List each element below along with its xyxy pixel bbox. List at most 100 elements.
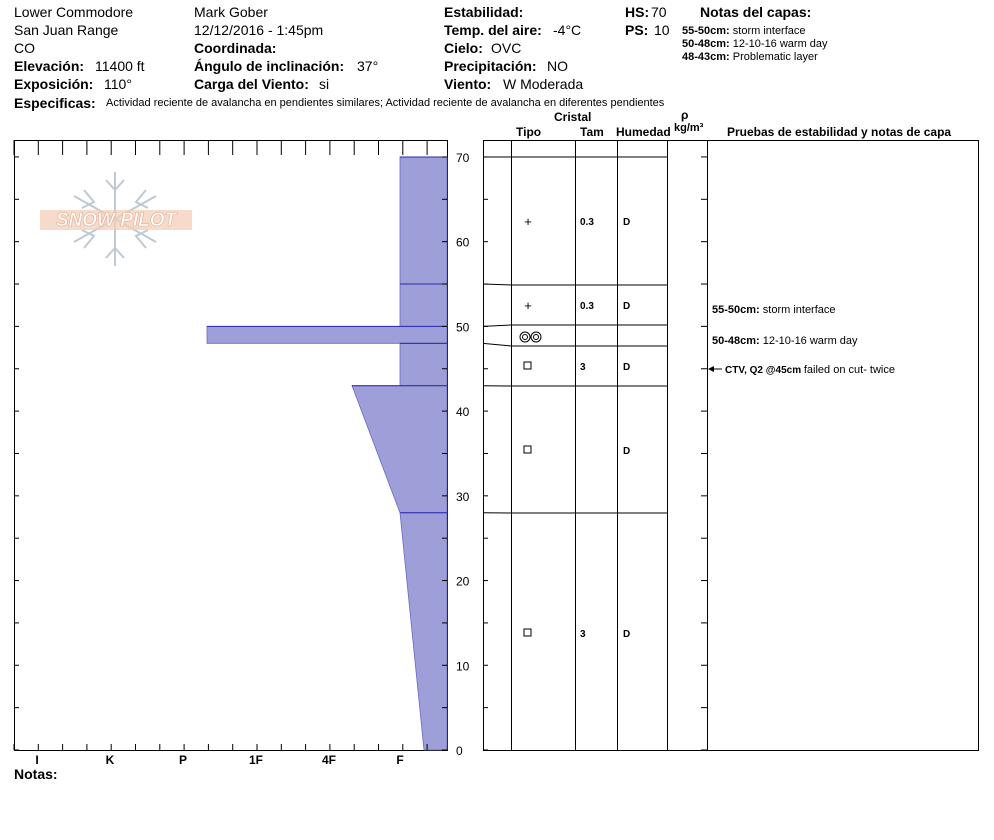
hardness-label-K: K	[106, 753, 115, 767]
elevation-value: 11400 ft	[95, 58, 145, 74]
melt-outer-ring-1	[530, 331, 542, 343]
wind-value: W Moderada	[503, 76, 584, 92]
grain-size-1: 0.3	[580, 217, 594, 228]
precip-value: NO	[547, 58, 568, 74]
hs-label: HS:	[625, 4, 650, 20]
melt-inner-ring-0	[522, 334, 528, 340]
tests-header: Pruebas de estabilidad y notas de capa	[727, 125, 952, 139]
hs-value: 70	[651, 4, 667, 20]
notes-label: Notas:	[14, 766, 58, 782]
note-range: 55-50cm:	[712, 304, 763, 316]
precip-label: Precipitación:	[444, 58, 537, 74]
stability-label: Estabilidad:	[444, 4, 524, 20]
height-label-40: 40	[456, 405, 470, 419]
range-name: San Juan Range	[14, 22, 119, 38]
layer-note-2-range: 50-48cm:	[682, 38, 730, 50]
coord-label: Coordinada:	[194, 40, 277, 56]
hardness-layer-4	[399, 342, 448, 387]
rho-header: ρ	[681, 108, 689, 122]
hardness-layer-1	[399, 156, 448, 285]
grain-new-snow-icon-2: +	[524, 298, 532, 313]
height-label-70: 70	[456, 151, 470, 165]
crystal-header: Cristal	[554, 110, 592, 124]
layer-table-frame	[483, 140, 979, 751]
moisture-6: D	[623, 629, 630, 640]
grain-facet-icon-5	[523, 445, 532, 454]
height-label-60: 60	[456, 236, 470, 250]
stability-test-text: failed on cut- twice	[804, 364, 895, 376]
height-label-10: 10	[456, 659, 470, 673]
melt-outer-ring-0	[519, 331, 531, 343]
grain-size-2: 0.3	[580, 301, 594, 312]
hardness-layer-3	[206, 325, 448, 344]
grain-facet-icon-6	[523, 628, 532, 637]
layer-note-1: 55-50cm: storm interface	[682, 25, 806, 37]
location-name: Lower Commodore	[14, 4, 134, 20]
hardness-y-ticks	[14, 156, 707, 751]
grain-melt-icon-3	[519, 331, 542, 343]
sky-value: OVC	[491, 40, 522, 56]
layer-note-1-text: storm interface	[732, 25, 806, 37]
layer-table-cells: +0.3 D + 0.3 D 3 D D 3 D	[519, 214, 630, 640]
hardness-label-F: F	[396, 753, 403, 767]
specifics-label: Especificas:	[14, 95, 96, 111]
wind-label: Viento:	[444, 76, 492, 92]
table-row-connector-3	[482, 324, 512, 327]
ps-label: PS:	[625, 22, 649, 38]
height-axis-labels: 0 10 20 30 40 50 60 70	[456, 151, 470, 758]
moisture-header: Humedad	[616, 125, 671, 139]
hardness-plot-frame	[14, 140, 448, 751]
slope-value: 37°	[357, 58, 379, 74]
grain-facet-icon-4	[523, 361, 532, 370]
logo-band	[40, 210, 192, 230]
logo-text: SNOW PILOT	[56, 210, 178, 231]
note-text: storm interface	[763, 304, 836, 316]
ps-value: 10	[654, 22, 670, 38]
height-label-50: 50	[456, 320, 470, 334]
hardness-axis-labels: I K P 1F 4F F	[35, 753, 403, 767]
wind-load-value: si	[319, 76, 330, 92]
obs-datetime: 12/12/2016 - 1:45pm	[194, 22, 324, 38]
state-name: CO	[14, 40, 35, 56]
moisture-4: D	[623, 362, 630, 373]
stability-test-note: CTV, Q2 @45cm failed on cut- twice	[725, 364, 895, 376]
hardness-profile	[206, 156, 448, 751]
air-temp-value: -4°C	[553, 22, 582, 38]
aspect-label: Exposición:	[14, 76, 94, 92]
note-text: 12-10-16 warm day	[763, 335, 858, 347]
hardness-layer-6	[399, 512, 448, 751]
layer-notes-title: Notas del capas:	[700, 4, 812, 20]
note-range: 50-48cm:	[712, 335, 763, 347]
hardness-label-I: I	[35, 753, 38, 767]
size-header: Tam	[580, 125, 604, 139]
hardness-x-ticks	[13, 140, 428, 750]
stability-note-1: 55-50cm: storm interface	[712, 304, 836, 316]
layer-table-columns	[511, 140, 708, 750]
hardness-label-1F: 1F	[249, 753, 263, 767]
moisture-5: D	[623, 446, 630, 457]
stability-note-2: 50-48cm: 12-10-16 warm day	[712, 335, 858, 347]
height-label-30: 30	[456, 490, 470, 504]
layer-note-3: 48-43cm: Problematic layer	[682, 51, 818, 63]
slope-label: Ángulo de inclinación:	[194, 58, 345, 74]
hardness-label-P: P	[179, 753, 187, 767]
grain-size-6: 3	[580, 629, 586, 640]
height-label-20: 20	[456, 575, 470, 589]
melt-inner-ring-1	[533, 334, 539, 340]
aspect-value: 110°	[104, 76, 132, 92]
layer-table-rows	[482, 156, 667, 514]
moisture-2: D	[623, 301, 630, 312]
hardness-label-4F: 4F	[322, 753, 336, 767]
density-unit-header: kg/m³	[674, 122, 704, 134]
layer-note-3-range: 48-43cm:	[682, 51, 730, 63]
specifics-value: Actividad reciente de avalancha en pendi…	[106, 97, 665, 109]
type-header: Tipo	[516, 125, 542, 139]
snowpilot-logo: SNOW PILOT	[40, 172, 192, 266]
stability-test-code: CTV, Q2 @45cm	[725, 365, 804, 376]
grain-size-4: 3	[580, 362, 586, 373]
layer-note-2-text: 12-10-16 warm day	[732, 38, 828, 50]
elevation-label: Elevación:	[14, 58, 85, 74]
observer-name: Mark Gober	[194, 4, 268, 20]
grain-new-snow-icon-1: +	[524, 214, 532, 229]
